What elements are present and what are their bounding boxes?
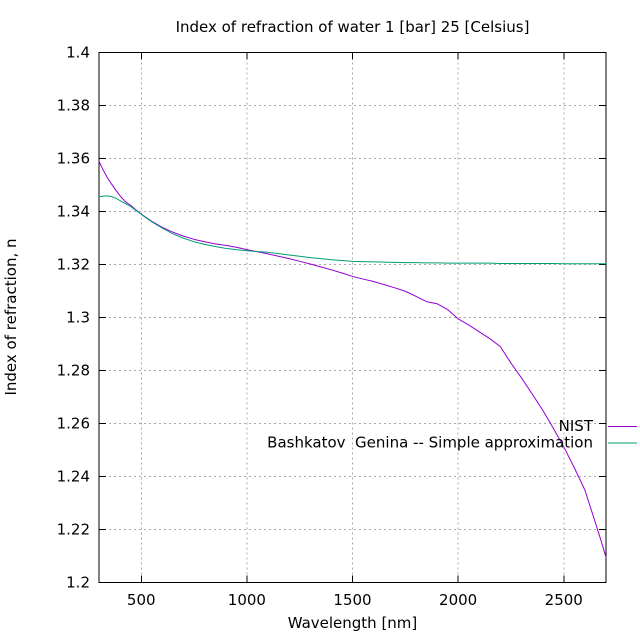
data-curves: [98, 160, 607, 558]
grid-lines: [99, 52, 606, 583]
ytick-label-1.3: 1.3: [66, 309, 90, 327]
xtick-label-2000: 2000: [439, 591, 477, 609]
x-axis-label: Wavelength [nm]: [288, 614, 418, 632]
ytick-label-1.38: 1.38: [57, 97, 90, 115]
legend: NIST Bashkatov Genina -- Simple approxim…: [267, 417, 637, 452]
ytick-label-1.28: 1.28: [57, 362, 90, 380]
xtick-label-1500: 1500: [333, 591, 371, 609]
ytick-label-1.22: 1.22: [57, 521, 90, 539]
tick-labels: 500 1000 1500 2000 2500 1.2 1.22 1.24 1.26 1.28 1.…: [57, 44, 583, 610]
ytick-label-1.4: 1.4: [66, 44, 90, 62]
legend-label-nist: NIST: [559, 417, 594, 435]
ytick-label-1.26: 1.26: [57, 415, 90, 433]
plot-border: [98, 52, 607, 583]
y-axis-label: Index of refraction, n: [2, 238, 20, 395]
legend-label-bashkatov-genina: Bashkatov Genina -- Simple approximation: [267, 434, 593, 452]
chart-title: Index of refraction of water 1 [bar] 25 …: [176, 18, 530, 36]
ytick-label-1.34: 1.34: [57, 203, 90, 221]
ytick-label-1.2: 1.2: [66, 574, 90, 592]
xtick-label-500: 500: [127, 591, 156, 609]
curve-bashkatov-genina: [98, 195, 607, 265]
ytick-label-1.24: 1.24: [57, 468, 90, 486]
xtick-label-1000: 1000: [228, 591, 266, 609]
ytick-label-1.36: 1.36: [57, 150, 90, 168]
xtick-label-2500: 2500: [545, 591, 583, 609]
ytick-label-1.32: 1.32: [57, 256, 90, 274]
